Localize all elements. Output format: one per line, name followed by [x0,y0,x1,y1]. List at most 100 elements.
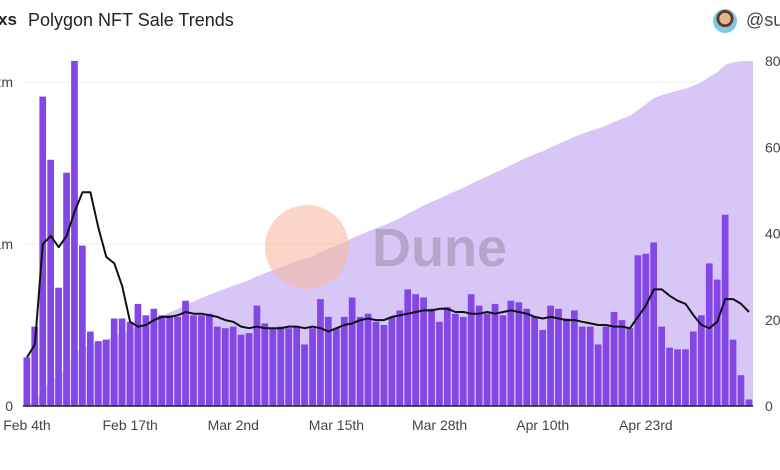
bar [428,308,435,406]
bar [213,326,221,406]
bar [102,339,110,406]
bar [325,316,332,406]
bar [404,289,412,406]
right-axis-tick: 80 [765,53,780,69]
bar [150,308,158,406]
x-tick-label: Mar 28th [412,417,467,433]
bar [79,245,86,406]
x-tick-label: Mar 2nd [208,417,259,433]
bar [269,328,277,406]
bar [340,316,348,406]
bar [721,214,729,406]
right-axis-tick: 20 [765,312,780,328]
bar [47,159,54,406]
bar [563,318,570,406]
bar [317,299,324,406]
bar [190,315,197,406]
bar [745,399,753,406]
bar [142,315,150,406]
bar [594,344,602,406]
bar [650,242,657,406]
x-tick-label: Feb 17th [102,417,157,433]
moving-average-line [26,191,750,358]
bar [531,316,538,406]
x-tick-label: Apr 10th [516,417,569,433]
bar [578,326,586,406]
bar [642,253,650,406]
bar [436,321,443,406]
right-axis-tick: 40 [765,226,780,242]
bar [364,313,372,406]
bar [586,326,594,406]
bar [198,315,205,406]
bar [467,294,475,406]
bar [245,333,253,406]
bar [571,310,578,406]
bar [682,349,689,406]
bar [372,321,380,406]
bar [666,347,673,406]
right-axis-tick: 60 [765,139,780,155]
right-axis-tick: 0 [765,398,773,414]
bar [356,316,364,406]
bar [63,172,70,406]
bar [610,312,618,406]
bar [118,318,126,406]
bar [206,313,213,406]
bar [444,307,451,406]
bar [380,325,388,406]
bar [158,315,166,406]
bar [237,334,245,406]
bar [87,331,94,406]
bar [626,328,634,406]
bar [634,255,642,406]
bar [674,349,681,406]
bar [23,357,31,406]
bar [459,316,467,406]
bar [412,294,419,406]
bar [253,305,261,406]
user-avatar[interactable] [713,9,737,33]
bar [55,287,62,406]
bar [126,321,134,406]
bar [396,310,404,406]
bar [658,326,665,406]
bar [261,323,269,406]
bar [499,315,507,406]
bar [618,320,626,406]
bar [348,297,356,406]
bar [71,60,78,407]
bar [737,375,745,406]
bar [698,315,705,406]
bar [182,300,189,406]
bar [31,326,39,406]
x-tick-label: Apr 23rd [619,417,673,433]
dune-logo-circle [265,205,349,289]
bar [388,316,396,406]
bar [293,326,300,406]
user-handle[interactable]: @su [746,10,780,30]
x-tick-label: Feb 4th [3,417,50,433]
dune-watermark: Dune [372,218,507,278]
bar [309,328,316,406]
bar [539,329,546,406]
left-axis-tick: 0 [5,398,13,414]
bar [174,316,181,406]
bar [229,326,237,406]
bar [713,279,721,406]
bar [110,318,118,406]
chart-title: Polygon NFT Sale Trends [28,10,234,30]
bar [491,303,499,406]
bar [285,328,292,406]
bar [301,344,308,406]
x-tick-label: Mar 15th [309,417,364,433]
bar [221,328,229,406]
bar [602,326,610,406]
left-axis-tick: 2m [0,74,13,90]
dashboard-name-truncated[interactable]: xs [0,10,17,29]
bar [705,263,713,406]
bar [166,315,173,406]
bar [523,308,531,406]
bar [507,300,515,406]
